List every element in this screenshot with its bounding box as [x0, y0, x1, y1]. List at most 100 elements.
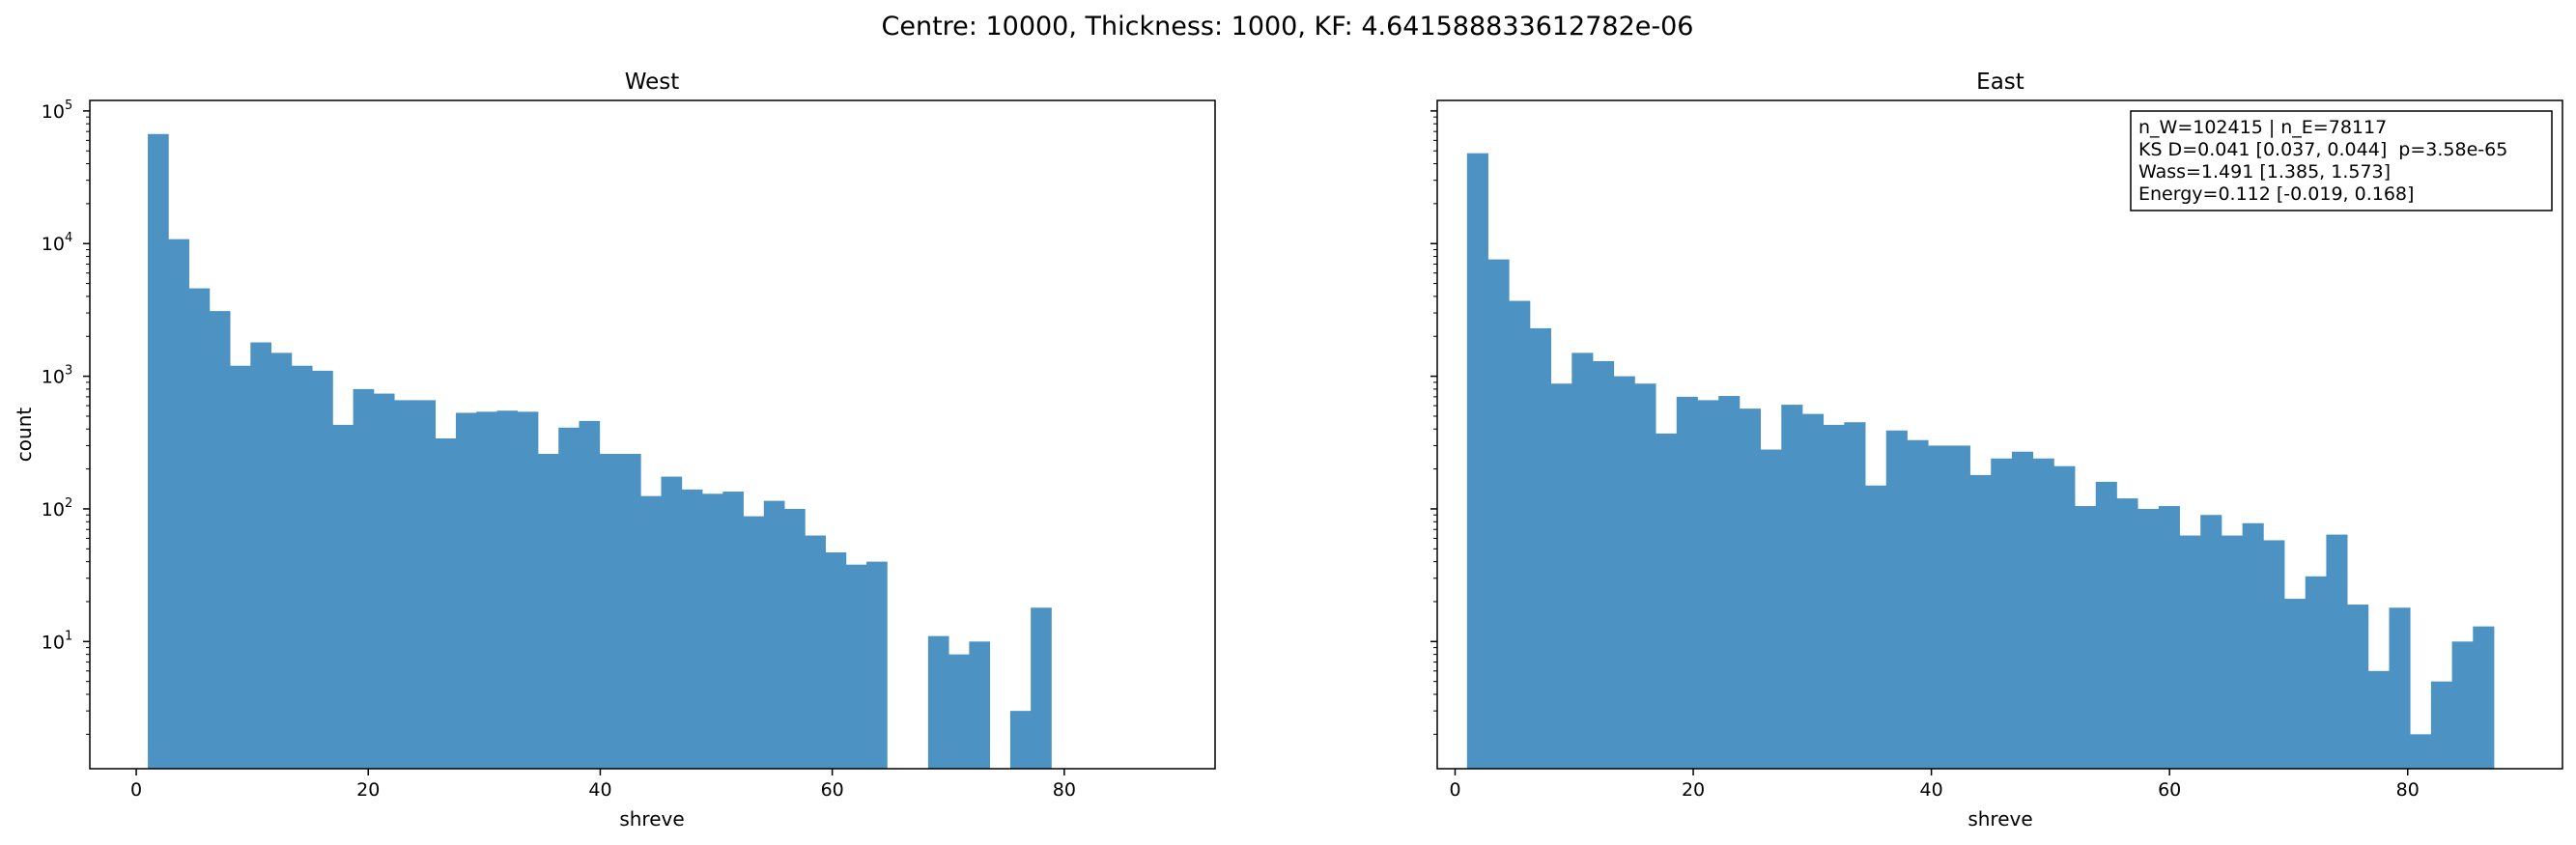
chart-east-bar: [2263, 540, 2285, 769]
chart-east-bar: [1969, 474, 1992, 769]
chart-west-bar: [825, 552, 847, 769]
chart-east-bar: [1760, 449, 1782, 769]
chart-west-bar: [455, 412, 477, 769]
chart-east-bar: [2347, 605, 2369, 769]
chart-west-bar: [743, 516, 765, 769]
chart-east-xtick-label: 0: [1449, 779, 1460, 801]
chart-west-bar: [496, 410, 519, 769]
chart-east-bar: [2053, 465, 2076, 769]
chart-east-bar: [1948, 445, 1970, 769]
chart-west-ytick-label: 105: [42, 99, 72, 123]
chart-east-bar: [2451, 641, 2474, 769]
chart-west-bar: [681, 489, 703, 769]
chart-west-bar: [722, 492, 744, 769]
chart-west-frame: [89, 99, 1216, 770]
chart-east-xtick-label: 80: [2396, 779, 2420, 801]
chart-east-bar: [2389, 607, 2411, 769]
stats-legend: n_W=102415 | n_E=78117 KS D=0.041 [0.037…: [2130, 110, 2553, 211]
chart-west-bar: [558, 427, 580, 769]
chart-east-bar: [1991, 458, 2013, 769]
chart-west-bar: [353, 388, 375, 769]
chart-east-title: East: [1976, 70, 2024, 95]
chart-west-bar: [435, 437, 457, 769]
stats-legend-line-4: Energy=0.112 [-0.019, 0.168]: [2138, 183, 2414, 205]
chart-west-bar: [640, 495, 662, 769]
chart-west-bar: [373, 393, 395, 769]
chart-east-bar: [1529, 327, 1552, 769]
stats-legend-line-1: n_W=102415 | n_E=78117: [2138, 117, 2387, 138]
chart-east-bar: [1781, 405, 1803, 769]
chart-east-bar: [1823, 424, 1845, 769]
chart-west-bar: [414, 400, 437, 769]
chart-east-bar: [1656, 433, 1678, 769]
chart-east-bar: [2221, 535, 2244, 769]
chart-east-bar: [2075, 506, 2097, 769]
chart-east-bar: [2430, 681, 2452, 769]
chart-west-ytick-label: 103: [42, 364, 72, 388]
chart-east-xlabel: shreve: [1967, 807, 2032, 831]
chart-west-bars: [148, 133, 1052, 769]
chart-west-xlabel: shreve: [619, 807, 684, 831]
chart-west-xtick-label: 20: [356, 779, 380, 801]
chart-east-bar: [1928, 445, 1950, 769]
chart-east-bar: [2200, 515, 2222, 769]
chart-east-bar: [1801, 413, 1825, 769]
chart-east-bar: [2116, 498, 2138, 769]
chart-west-bar: [763, 500, 785, 769]
chart-east-bar: [2011, 451, 2034, 769]
chart-east-bar: [2095, 481, 2117, 769]
chart-west-yticks: 101 102 103 104 105: [42, 99, 90, 653]
chart-west-bar: [250, 342, 271, 769]
chart-east-xticks: 0 20 40 60 80: [1449, 769, 2420, 801]
chart-east-bar: [2158, 506, 2180, 769]
chart-east-bar: [1550, 383, 1572, 769]
chart-west-bar: [805, 535, 826, 769]
chart-east-bar: [2410, 734, 2432, 769]
chart-east-bar: [1697, 400, 1719, 769]
chart-east-bar: [1509, 300, 1531, 769]
chart-east-bar: [2242, 522, 2264, 769]
chart-west-bar: [1031, 607, 1052, 769]
chart-east-bar: [2179, 535, 2201, 769]
chart-west-bar: [1009, 711, 1032, 769]
chart-west-xticks: 0 20 40 60 80: [130, 769, 1076, 801]
chart-east-bar: [1634, 383, 1656, 769]
chart-west-bar: [332, 424, 354, 769]
chart-west-bar: [866, 561, 888, 769]
chart-west-bar: [476, 411, 497, 769]
chart-east-bar: [2367, 670, 2390, 769]
chart-west-ytick-label: 101: [42, 629, 72, 653]
chart-east-bar: [2473, 626, 2495, 769]
chart-west-bar: [927, 635, 949, 769]
chart-east-bar: [1571, 352, 1594, 769]
chart-west-xtick-label: 60: [821, 779, 844, 801]
chart-west-bar: [312, 370, 333, 769]
chart-east-bar: [2137, 508, 2160, 769]
chart-west-ytick-label: 104: [42, 231, 72, 255]
chart-west-ylabel: count: [13, 408, 36, 463]
chart-west-bar: [702, 493, 723, 769]
chart-east-xtick-label: 60: [2158, 779, 2181, 801]
chart-west-bar: [599, 453, 621, 769]
chart-east-bar: [2284, 599, 2307, 769]
chart-west-bar: [661, 476, 683, 769]
chart-west-xtick-label: 80: [1053, 779, 1076, 801]
chart-west-bar: [537, 453, 559, 769]
chart-east-bar: [2326, 534, 2348, 769]
chart-west-bar: [784, 508, 806, 769]
chart-west-ytick-label: 102: [42, 496, 72, 521]
stats-legend-line-2: KS D=0.041 [0.037, 0.044] p=3.58e-65: [2138, 139, 2507, 160]
chart-west-bar: [148, 133, 169, 769]
chart-west-bar: [579, 420, 601, 769]
stats-legend-line-3: Wass=1.491 [1.385, 1.573]: [2138, 161, 2391, 183]
chart-west-bar: [230, 365, 251, 769]
chart-west-title: West: [625, 70, 680, 95]
chart-east-bar: [1844, 422, 1866, 769]
chart-west-bar: [619, 453, 641, 769]
chart-west-bar: [168, 239, 189, 769]
chart-west-bar: [845, 564, 867, 769]
chart-east-bar: [1907, 439, 1929, 769]
chart-east-bars: [1466, 153, 2495, 769]
chart-east-bar: [1718, 396, 1741, 769]
